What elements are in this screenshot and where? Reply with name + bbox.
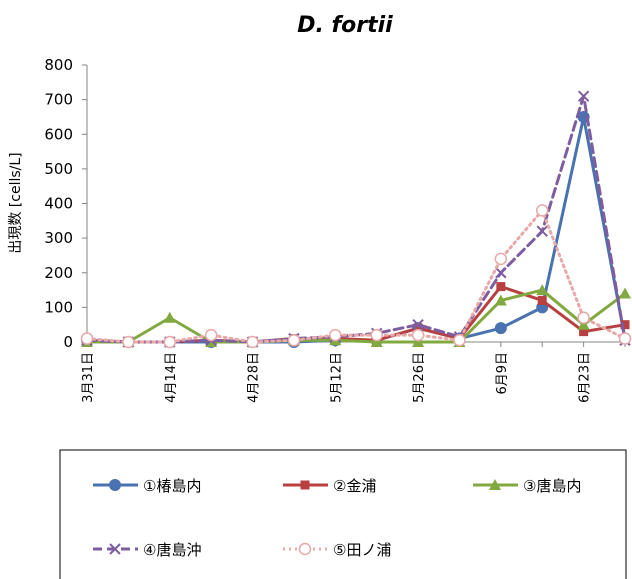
- legend-item: ②金浦: [283, 477, 376, 495]
- y-tick-label: 600: [44, 125, 73, 143]
- y-tick-label: 500: [44, 160, 73, 178]
- data-point: [370, 336, 383, 347]
- legend-marker: [109, 543, 121, 555]
- legend-marker: [489, 479, 501, 490]
- legend-marker: [300, 480, 310, 490]
- legend-marker: [298, 542, 312, 556]
- data-point: [577, 318, 590, 330]
- data-point: [370, 328, 383, 342]
- x-tick-label: 4月28日: [247, 352, 262, 403]
- data-point: [163, 335, 177, 349]
- x-tick-label: 6月23日: [578, 352, 593, 403]
- y-tick-label: 700: [44, 91, 73, 109]
- data-point: [579, 327, 589, 337]
- data-point: [496, 282, 506, 292]
- x-tick-label: 6月9日: [495, 352, 510, 395]
- series-layer: [80, 90, 632, 349]
- chart-title: D. fortii: [297, 13, 393, 38]
- data-point: [412, 318, 424, 331]
- data-point: [413, 323, 423, 333]
- y-tick-label: 0: [63, 333, 73, 351]
- y-tick-label: 400: [44, 195, 73, 213]
- legend-box: [59, 449, 627, 579]
- data-point: [537, 295, 547, 305]
- data-point: [329, 328, 342, 342]
- x-tick-label: 5月26日: [412, 352, 427, 403]
- data-point: [494, 294, 507, 306]
- data-point: [453, 334, 466, 347]
- data-point: [535, 204, 549, 217]
- legend: ①椿島内 ②金浦 ③唐島内 ④唐島沖 ⑤田ノ浦: [59, 449, 627, 579]
- legend-item: ①椿島内: [93, 477, 201, 495]
- legend-label: ④唐島沖: [143, 541, 201, 559]
- x-tick-label: 5月12日: [329, 352, 344, 403]
- data-point: [411, 328, 425, 342]
- legend-label: ②金浦: [333, 477, 376, 495]
- data-point: [494, 252, 508, 266]
- data-point: [536, 225, 548, 237]
- data-point: [619, 287, 631, 299]
- x-tick-label: 3月31日: [81, 352, 96, 403]
- series-line: [85, 288, 627, 344]
- legend-label: ③唐島内: [523, 477, 581, 495]
- data-point: [495, 267, 507, 279]
- y-axis-label: 出現数 [cells/L]: [8, 152, 24, 253]
- y-tick-label: 800: [44, 56, 73, 74]
- data-point: [620, 320, 630, 330]
- legend-label: ①椿島内: [143, 477, 201, 495]
- data-point: [618, 332, 632, 345]
- series-1: [81, 110, 631, 348]
- data-point: [122, 335, 135, 349]
- y-tick-label: 200: [44, 264, 73, 282]
- series-2: [82, 282, 630, 347]
- legend-item: ⑤田ノ浦: [283, 541, 391, 559]
- y-tick-label: 300: [44, 229, 73, 247]
- data-point: [577, 311, 590, 325]
- y-axis: 0 100 200 300 400 500 600 700 800: [44, 56, 88, 351]
- data-point: [80, 332, 94, 345]
- series-3: [81, 284, 631, 347]
- legend-item: ④唐島沖: [93, 541, 201, 559]
- legend-marker: [109, 479, 121, 491]
- data-point: [204, 328, 218, 342]
- data-point: [577, 90, 590, 102]
- series-5: [80, 204, 632, 349]
- data-point: [163, 311, 176, 323]
- data-point: [494, 322, 507, 335]
- data-point: [287, 334, 301, 347]
- x-axis: 3月31日 4月14日 4月28日 5月12日 5月26日 6月9日 6月23日: [81, 341, 626, 403]
- x-tick-label: 4月14日: [164, 352, 179, 403]
- y-tick-label: 100: [44, 298, 73, 316]
- legend-label: ⑤田ノ浦: [333, 541, 391, 559]
- series-line: [85, 208, 627, 344]
- data-point: [536, 284, 549, 296]
- legend-item: ③唐島内: [473, 477, 581, 495]
- data-point: [246, 335, 259, 349]
- data-point: [412, 336, 425, 347]
